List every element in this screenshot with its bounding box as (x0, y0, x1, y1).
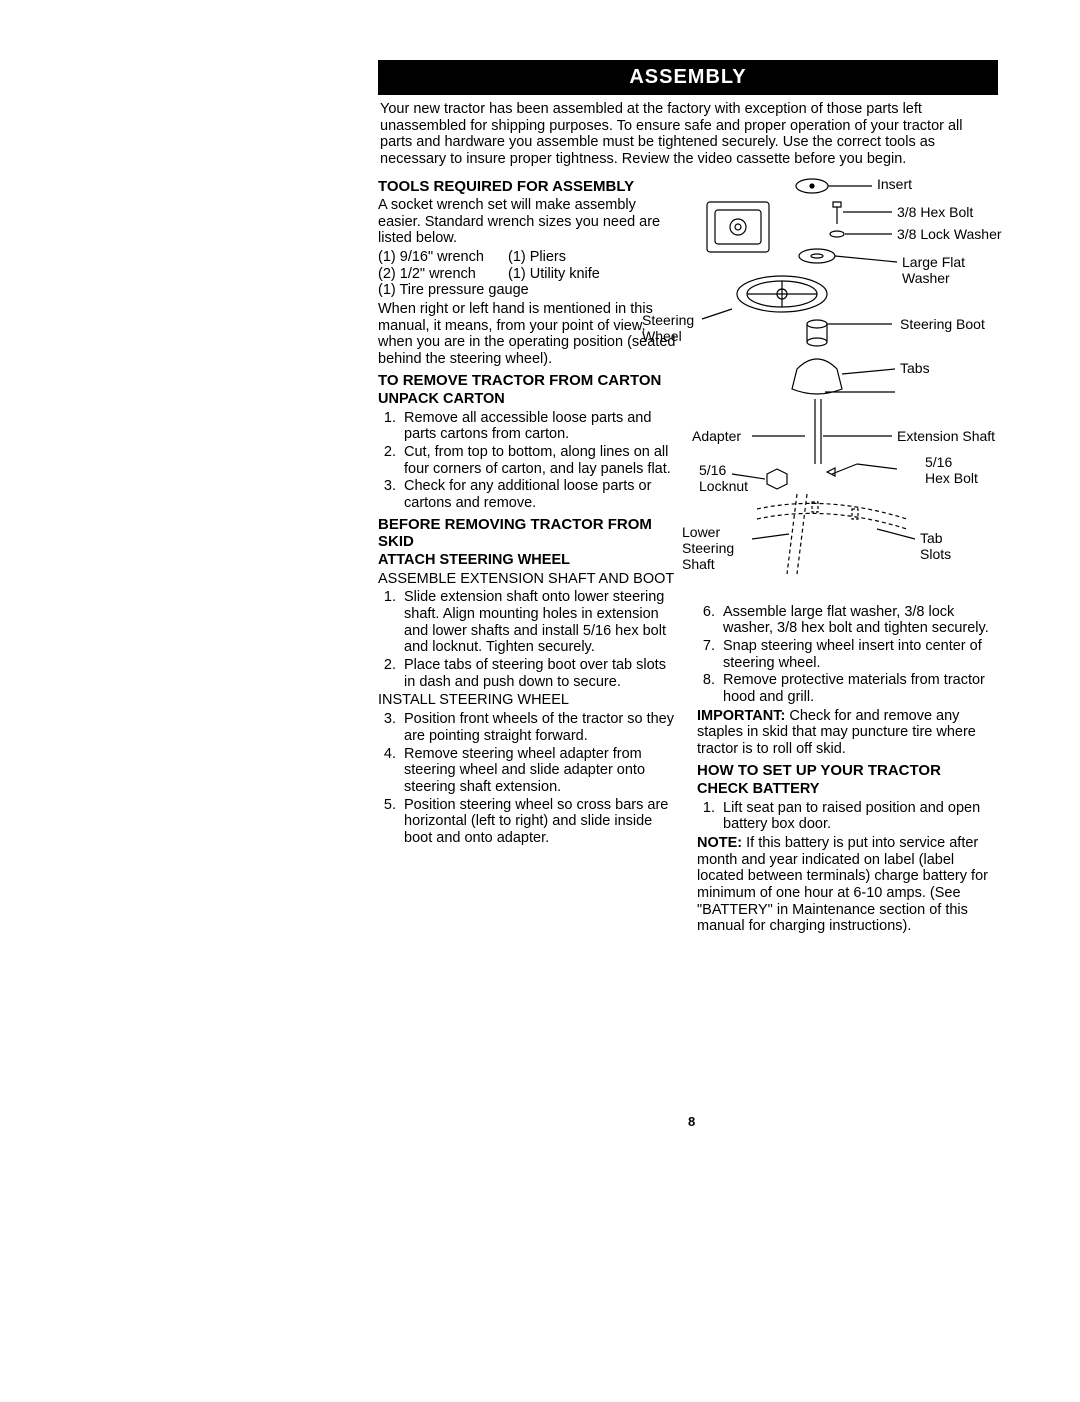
label-lock-washer-38: 3/8 Lock Washer (897, 226, 1002, 242)
list-item: Lift seat pan to raised position and ope… (719, 800, 998, 833)
install-subheading: INSTALL STEERING WHEEL (378, 692, 679, 709)
unpack-steps: Remove all accessible loose parts and pa… (378, 410, 679, 512)
tools-heading: TOOLS REQUIRED FOR ASSEMBLY (378, 178, 679, 195)
tool-item: (1) Pliers (508, 249, 566, 266)
tools-intro: A socket wrench set will make assembly e… (378, 197, 679, 247)
label-steering: Steering (642, 312, 694, 328)
label-steering2: Steering (682, 540, 734, 556)
page-number: 8 (688, 1114, 695, 1129)
label-5-16-hex-b: Hex Bolt (925, 470, 978, 486)
label-locknut: Locknut (699, 478, 748, 494)
tool-item: (2) 1/2" wrench (378, 266, 508, 283)
label-adapter: Adapter (692, 428, 741, 444)
list-item: Remove protective materials from tractor… (719, 672, 998, 705)
label-large-flat: Large Flat (902, 254, 965, 270)
intro-paragraph: Your new tractor has been assembled at t… (380, 101, 996, 168)
label-insert: Insert (877, 176, 912, 192)
label-5-16-hex-a: 5/16 (925, 454, 952, 470)
list-item: Snap steering wheel insert into center o… (719, 638, 998, 671)
two-column-layout: TOOLS REQUIRED FOR ASSEMBLY A socket wre… (378, 174, 998, 937)
important-label: IMPORTANT: (697, 708, 785, 724)
battery-note: NOTE: If this battery is put into servic… (697, 835, 998, 935)
assemble-steps: Slide extension shaft onto lower steerin… (378, 589, 679, 690)
important-note: IMPORTANT: Check for and remove any stap… (697, 708, 998, 758)
page: ASSEMBLY Your new tractor has been assem… (0, 0, 1080, 1402)
steering-assembly-diagram: Insert 3/8 Hex Bolt 3/8 Lock Washer Larg… (697, 174, 998, 604)
tools-note: When right or left hand is mentioned in … (378, 301, 679, 368)
label-tab: Tab (920, 530, 943, 546)
list-item: Check for any additional loose parts or … (400, 478, 679, 511)
tool-item: (1) 9/16" wrench (378, 249, 508, 266)
tool-item: (1) Utility knife (508, 266, 600, 283)
list-item: Remove steering wheel adapter from steer… (400, 746, 679, 796)
battery-subheading: CHECK BATTERY (697, 781, 998, 798)
list-item: Position front wheels of the tractor so … (400, 711, 679, 744)
label-steering-boot: Steering Boot (900, 316, 985, 332)
note-label: NOTE: (697, 835, 742, 851)
unpack-subheading: UNPACK CARTON (378, 391, 679, 408)
label-wheel: Wheel (642, 328, 682, 344)
label-washer: Washer (902, 270, 950, 286)
label-slots: Slots (920, 546, 951, 562)
label-hex-bolt-38: 3/8 Hex Bolt (897, 204, 973, 220)
content-area: ASSEMBLY Your new tractor has been assem… (378, 60, 998, 937)
left-column: TOOLS REQUIRED FOR ASSEMBLY A socket wre… (378, 174, 679, 937)
battery-steps: Lift seat pan to raised position and ope… (697, 800, 998, 833)
tool-row-2: (2) 1/2" wrench (1) Utility knife (378, 266, 679, 283)
list-item: Cut, from top to bottom, along lines on … (400, 444, 679, 477)
list-item: Place tabs of steering boot over tab slo… (400, 657, 679, 690)
install-steps-continued: Assemble large flat washer, 3/8 lock was… (697, 604, 998, 706)
setup-heading: HOW TO SET UP YOUR TRACTOR (697, 762, 998, 779)
tool-item: (1) Tire pressure gauge (378, 282, 679, 299)
list-item: Remove all accessible loose parts and pa… (400, 410, 679, 443)
label-tabs: Tabs (900, 360, 930, 376)
label-5-16: 5/16 (699, 462, 726, 478)
before-heading: BEFORE REMOVING TRACTOR FROM SKID (378, 516, 679, 551)
list-item: Assemble large flat washer, 3/8 lock was… (719, 604, 998, 637)
label-extension-shaft: Extension Shaft (897, 428, 995, 444)
assemble-subheading: ASSEMBLE EXTENSION SHAFT AND BOOT (378, 571, 679, 588)
tool-row-1: (1) 9/16" wrench (1) Pliers (378, 249, 679, 266)
remove-heading: TO REMOVE TRACTOR FROM CARTON (378, 372, 679, 389)
label-shaft: Shaft (682, 556, 715, 572)
right-column: Insert 3/8 Hex Bolt 3/8 Lock Washer Larg… (697, 174, 998, 937)
section-title-bar: ASSEMBLY (378, 60, 998, 95)
list-item: Position steering wheel so cross bars ar… (400, 797, 679, 847)
install-steps: Position front wheels of the tractor so … (378, 711, 679, 846)
list-item: Slide extension shaft onto lower steerin… (400, 589, 679, 656)
attach-subheading: ATTACH STEERING WHEEL (378, 552, 679, 569)
label-lower: Lower (682, 524, 720, 540)
